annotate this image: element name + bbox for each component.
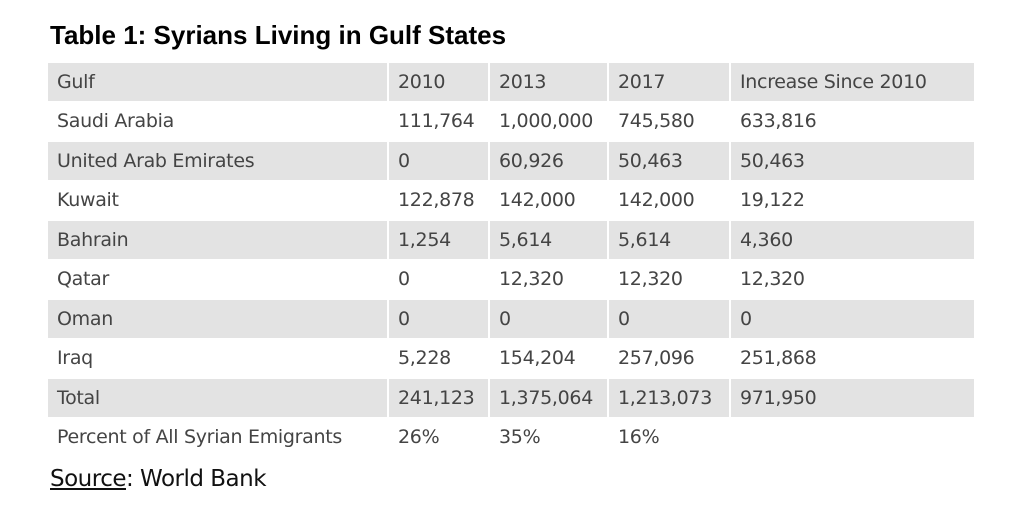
table-cell: Qatar [46, 258, 389, 300]
table-cell: 1,213,073 [607, 377, 731, 419]
table-cell: 241,123 [387, 377, 490, 419]
source-note: Source: World Bank [50, 466, 267, 492]
table-cell: United Arab Emirates [46, 140, 389, 182]
table-cell: Saudi Arabia [46, 100, 389, 142]
table-row: Kuwait 122,878 142,000 142,000 19,122 [46, 179, 976, 221]
table-cell: 12,320 [607, 258, 731, 300]
table-cell: Iraq [46, 337, 389, 379]
table-cell [729, 416, 976, 458]
table-cell: 0 [387, 298, 490, 340]
table-cell: 1,000,000 [488, 100, 609, 142]
column-header: 2017 [607, 61, 731, 103]
table-cell: 35% [488, 416, 609, 458]
table-cell: 111,764 [387, 100, 490, 142]
table-cell: 745,580 [607, 100, 731, 142]
header-row: Gulf 2010 2013 2017 Increase Since 2010 [46, 61, 976, 103]
table-cell: 12,320 [729, 258, 976, 300]
table-cell: Kuwait [46, 179, 389, 221]
table-row: Bahrain 1,254 5,614 5,614 4,360 [46, 219, 976, 261]
table-cell: 50,463 [729, 140, 976, 182]
table-row: Oman 0 0 0 0 [46, 298, 976, 340]
table-cell: 60,926 [488, 140, 609, 182]
table-cell: Bahrain [46, 219, 389, 261]
table-cell: 0 [488, 298, 609, 340]
table-cell: 26% [387, 416, 490, 458]
table-row: Percent of All Syrian Emigrants 26% 35% 16% [46, 416, 976, 458]
column-header: Gulf [46, 61, 389, 103]
table-cell: 4,360 [729, 219, 976, 261]
table-row: United Arab Emirates 0 60,926 50,463 50,463 [46, 140, 976, 182]
table-cell: Oman [46, 298, 389, 340]
table-cell: 122,878 [387, 179, 490, 221]
table-cell: 5,614 [488, 219, 609, 261]
table-cell: 16% [607, 416, 731, 458]
table-cell: 142,000 [607, 179, 731, 221]
table-cell: Percent of All Syrian Emigrants [46, 416, 389, 458]
table-row: Saudi Arabia 111,764 1,000,000 745,580 633,8… [46, 100, 976, 142]
table-cell: 633,816 [729, 100, 976, 142]
table-title: Table 1: Syrians Living in Gulf States [50, 20, 507, 50]
column-header: Increase Since 2010 [729, 61, 976, 103]
table-cell: 5,614 [607, 219, 731, 261]
source-text: : World Bank [126, 466, 267, 492]
table-cell: 0 [387, 258, 490, 300]
table-cell: 19,122 [729, 179, 976, 221]
column-header: 2010 [387, 61, 490, 103]
column-header: 2013 [488, 61, 609, 103]
table-cell: 1,375,064 [488, 377, 609, 419]
table-cell: 50,463 [607, 140, 731, 182]
table-cell: 251,868 [729, 337, 976, 379]
table-row: Total 241,123 1,375,064 1,213,073 971,950 [46, 377, 976, 419]
table-row: Qatar 0 12,320 12,320 12,320 [46, 258, 976, 300]
source-link[interactable]: Source [50, 466, 127, 492]
table-cell: 257,096 [607, 337, 731, 379]
data-table: Gulf 2010 2013 2017 Increase Since 2010 Saudi… [46, 61, 976, 458]
table-cell: 154,204 [488, 337, 609, 379]
table-row: Iraq 5,228 154,204 257,096 251,868 [46, 337, 976, 379]
table-cell: 0 [729, 298, 976, 340]
table-cell: 971,950 [729, 377, 976, 419]
table-cell: 5,228 [387, 337, 490, 379]
table-cell: Total [46, 377, 389, 419]
table-cell: 142,000 [488, 179, 609, 221]
table-cell: 12,320 [488, 258, 609, 300]
table-cell: 0 [387, 140, 490, 182]
table-cell: 1,254 [387, 219, 490, 261]
table-cell: 0 [607, 298, 731, 340]
